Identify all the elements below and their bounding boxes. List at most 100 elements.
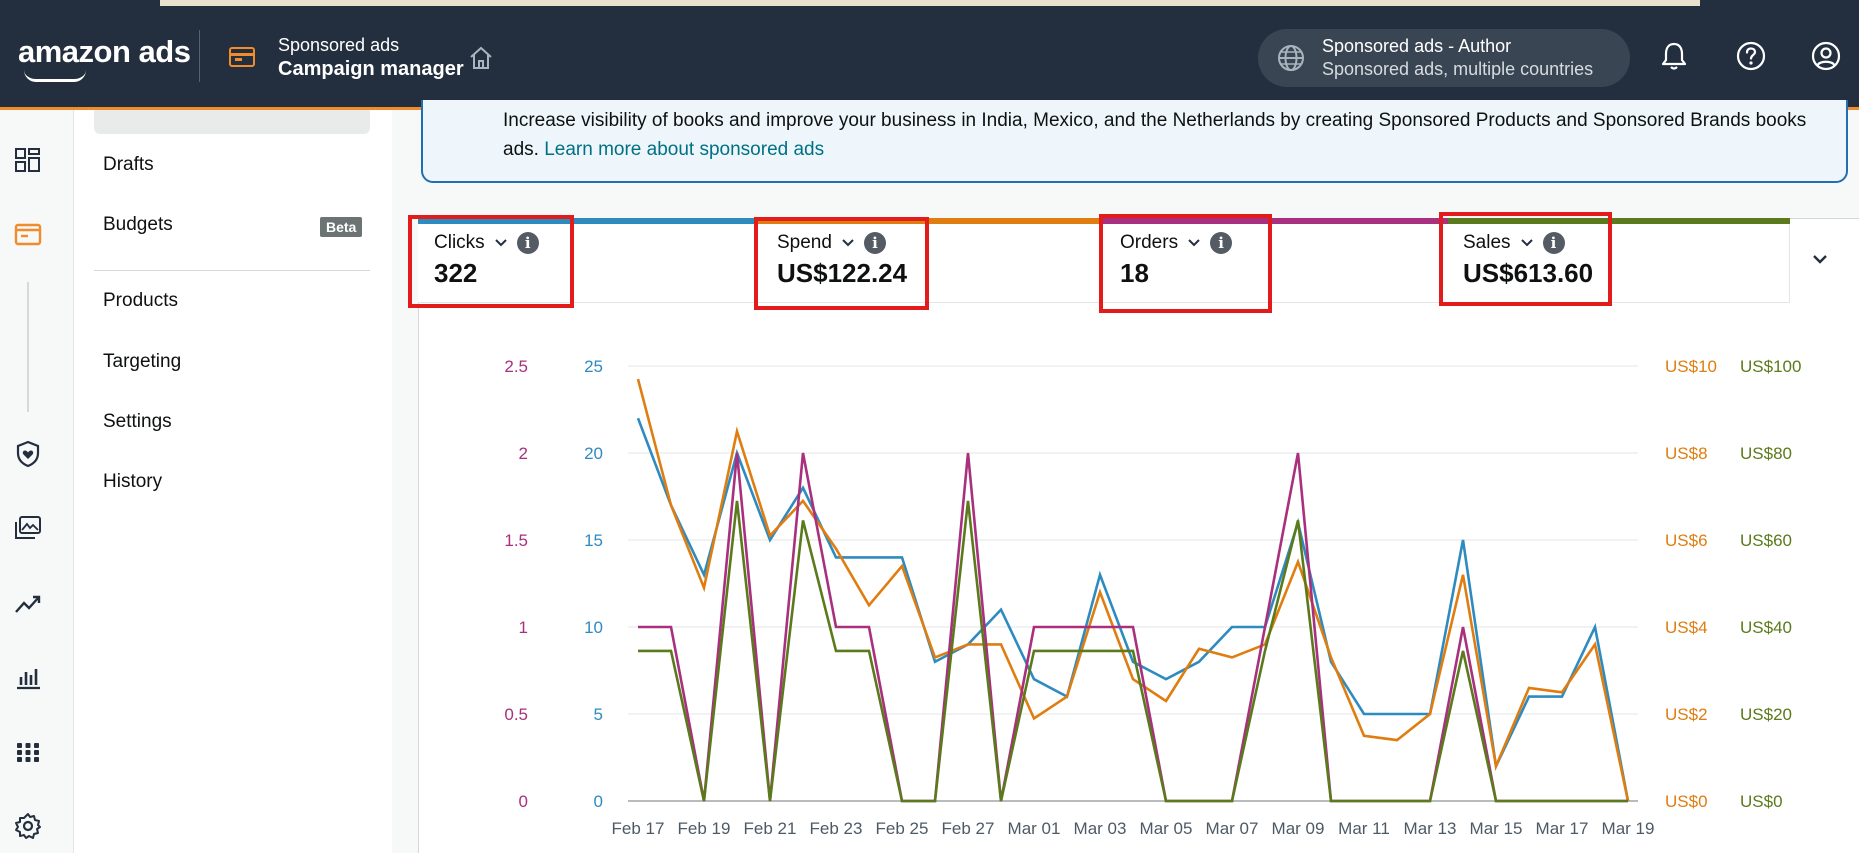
home-icon[interactable]: [467, 44, 495, 72]
metric-label: Clicks: [434, 232, 485, 253]
help-icon[interactable]: [1735, 40, 1767, 72]
sales-axis-tick-label: US$0: [1740, 792, 1783, 811]
spend-color-bar: [758, 218, 1103, 224]
browser-strip: [160, 0, 1700, 6]
clicks-series-line: [636, 417, 1630, 802]
x-axis-tick-label: Feb 27: [942, 819, 995, 838]
creative-icon[interactable]: [14, 514, 42, 542]
spend-axis-tick-label: US$10: [1665, 357, 1717, 376]
orders-axis-tick-label: 2: [519, 444, 528, 463]
metric-label: Spend: [777, 232, 832, 253]
logo-text: amazon ads: [18, 34, 191, 69]
info-icon[interactable]: i: [863, 232, 886, 254]
orders-color-bar: [1103, 218, 1448, 224]
campaign-icon[interactable]: [14, 220, 42, 248]
chevron-down-icon[interactable]: [493, 235, 509, 251]
clicks-axis-tick-label: 5: [594, 705, 603, 724]
x-axis-tick-label: Mar 13: [1404, 819, 1457, 838]
metric-orders[interactable]: Orders i 18: [1120, 232, 1233, 289]
bell-icon[interactable]: [1658, 40, 1690, 72]
subnav-item-history[interactable]: History: [103, 471, 163, 492]
chevron-down-icon[interactable]: [840, 235, 856, 251]
banner-text: Increase visibility of books and improve…: [503, 106, 1823, 164]
x-axis-tick-label: Mar 01: [1008, 819, 1061, 838]
amazon-ads-logo[interactable]: amazon ads: [18, 34, 191, 82]
metric-clicks[interactable]: Clicks i 322: [434, 232, 539, 289]
highlight-box-clicks: [408, 215, 574, 308]
chevron-down-icon[interactable]: [1186, 235, 1202, 251]
clicks-axis-tick-label: 25: [584, 357, 603, 376]
x-axis-tick-label: Feb 21: [744, 819, 797, 838]
highlight-box-sales: [1439, 212, 1612, 306]
x-axis-tick-label: Mar 11: [1338, 819, 1390, 838]
sales-axis-tick-label: US$40: [1740, 618, 1792, 637]
apps-icon[interactable]: [14, 738, 42, 766]
x-axis-tick-label: Mar 15: [1470, 819, 1523, 838]
top-bar: amazon ads Sponsored ads Campaign manage…: [0, 0, 1859, 110]
report-icon[interactable]: [14, 664, 42, 692]
orders-axis-tick-label: 1: [519, 618, 528, 637]
subnav-item-budgets[interactable]: Budgets: [103, 214, 173, 235]
account-name: Sponsored ads - Author: [1322, 36, 1512, 56]
x-axis-tick-label: Mar 05: [1140, 819, 1193, 838]
trend-icon[interactable]: [14, 590, 42, 618]
app-title[interactable]: Campaign manager: [278, 58, 464, 80]
user-icon[interactable]: [1810, 40, 1842, 72]
logo-smile: [24, 70, 86, 82]
metric-value: 322: [434, 258, 478, 288]
dashboard-icon[interactable]: [14, 146, 42, 174]
orders-axis-tick-label: 0.5: [504, 705, 528, 724]
info-icon[interactable]: i: [1542, 232, 1565, 254]
spend-axis-tick-label: US$6: [1665, 531, 1708, 550]
settings-icon[interactable]: [14, 812, 42, 840]
rail-divider: [27, 282, 29, 412]
x-axis-tick-label: Mar 19: [1602, 819, 1655, 838]
globe-icon: [1278, 45, 1304, 71]
metric-spend[interactable]: Spend i US$122.24: [777, 232, 907, 289]
banner-message: Increase visibility of books and improve…: [503, 110, 1807, 160]
sales-axis-tick-label: US$100: [1740, 357, 1801, 376]
sales-color-bar: [1448, 218, 1790, 224]
x-axis-tick-label: Mar 03: [1074, 819, 1127, 838]
metric-value: US$613.60: [1463, 258, 1594, 288]
metric-sales[interactable]: Sales i US$613.60: [1463, 232, 1593, 289]
spend-series-line: [636, 378, 1630, 802]
metric-strip: [418, 218, 1790, 303]
x-axis-tick-label: Mar 09: [1272, 819, 1325, 838]
subnav-item-products[interactable]: Products: [103, 290, 178, 311]
info-icon[interactable]: i: [516, 232, 539, 254]
header-divider: [199, 30, 200, 82]
x-axis-tick-label: Feb 19: [678, 819, 731, 838]
expand-chevron-icon[interactable]: [1809, 248, 1831, 270]
learn-more-link[interactable]: Learn more about sponsored ads: [544, 139, 825, 160]
subnav-active-item[interactable]: [94, 110, 370, 134]
sales-axis-tick-label: US$80: [1740, 444, 1792, 463]
x-axis-tick-label: Feb 25: [876, 819, 929, 838]
clicks-axis-tick-label: 20: [584, 444, 603, 463]
highlight-box-spend: [754, 217, 929, 310]
sales-axis-tick-label: US$20: [1740, 705, 1792, 724]
app-subtitle: Sponsored ads: [278, 35, 400, 55]
metric-value: US$122.24: [777, 258, 908, 288]
clicks-axis-tick-label: 15: [584, 531, 603, 550]
spend-axis-tick-label: US$4: [1665, 618, 1708, 637]
account-switcher[interactable]: Sponsored ads - Author Sponsored ads, mu…: [1258, 29, 1630, 87]
spend-axis-tick-label: US$2: [1665, 705, 1708, 724]
left-icon-rail: [0, 110, 74, 853]
sales-series-line: [638, 500, 1628, 803]
subnav-item-targeting[interactable]: Targeting: [103, 351, 182, 372]
performance-line-chart: 0 0.5 1 1.5 2 2.5 0 5 10 15 20 25 US$0 US$2 US$4 US$6 US…: [504, 357, 1801, 838]
clicks-axis-tick-label: 0: [594, 792, 603, 811]
account-scope: Sponsored ads, multiple countries: [1322, 59, 1594, 79]
orders-axis-tick-label: 0: [519, 792, 528, 811]
highlight-box-orders: [1099, 214, 1272, 313]
subnav-item-settings[interactable]: Settings: [103, 411, 172, 432]
shield-icon[interactable]: [14, 440, 42, 468]
subnav-item-drafts[interactable]: Drafts: [103, 154, 154, 175]
clicks-color-bar: [418, 218, 758, 224]
spend-axis-tick-label: US$8: [1665, 444, 1708, 463]
metric-label: Orders: [1120, 232, 1179, 253]
sales-axis-tick-label: US$60: [1740, 531, 1792, 550]
chevron-down-icon[interactable]: [1519, 235, 1535, 251]
info-icon[interactable]: i: [1210, 232, 1233, 254]
